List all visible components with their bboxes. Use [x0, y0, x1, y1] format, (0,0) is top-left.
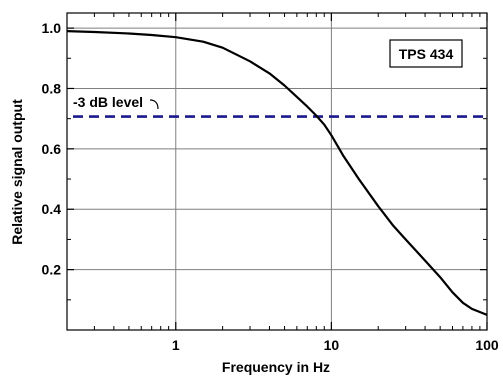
x-axis-label: Frequency in Hz: [222, 359, 330, 375]
x-tick-label: 10: [324, 337, 340, 353]
x-tick-label: 1: [172, 337, 180, 353]
y-axis-label: Relative signal output: [9, 99, 25, 245]
y-tick-label: 0.2: [42, 262, 62, 278]
plot-frame: [66, 12, 488, 331]
reference-line-label: -3 dB level: [73, 94, 143, 110]
legend-box: TPS 434: [389, 39, 463, 68]
annotation-leader: [149, 99, 159, 110]
y-tick-label: 0.6: [42, 141, 62, 157]
y-tick-label: 0.8: [42, 80, 62, 96]
reference-annotation: -3 dB level: [73, 94, 159, 110]
legend-text: TPS 434: [399, 46, 454, 62]
grid: [67, 13, 487, 330]
x-tick-label: 100: [475, 337, 499, 353]
series-group: [66, 30, 488, 316]
y-tick-label: 1.0: [42, 20, 62, 36]
y-tick-label: 0.4: [42, 201, 62, 217]
series-line: [66, 30, 488, 316]
tick-labels: 0.2 0.4 0.6 0.8 1.0 1 10 100: [42, 20, 499, 353]
ticks: [66, 13, 488, 330]
